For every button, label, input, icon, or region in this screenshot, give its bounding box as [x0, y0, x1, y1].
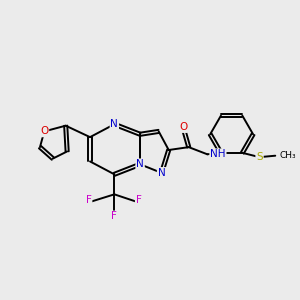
Text: O: O — [179, 122, 187, 132]
Text: N: N — [158, 168, 165, 178]
Text: NH: NH — [210, 149, 226, 159]
Text: F: F — [111, 212, 117, 221]
Text: CH₃: CH₃ — [280, 151, 296, 160]
Text: O: O — [40, 126, 48, 136]
Text: F: F — [86, 195, 92, 205]
Text: S: S — [256, 152, 263, 162]
Text: N: N — [136, 159, 144, 169]
Text: F: F — [136, 195, 142, 205]
Text: N: N — [110, 119, 118, 129]
